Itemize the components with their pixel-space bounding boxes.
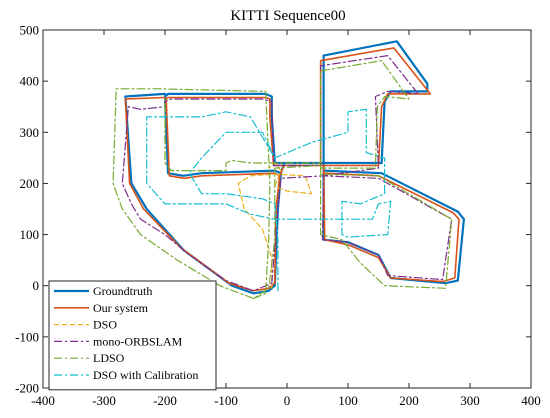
series-line-mono-orbslam — [121, 55, 453, 292]
legend-label: LDSO — [93, 351, 125, 365]
legend: Groundtruth Our system DSO mono-ORBSLAM LDSO… — [48, 280, 217, 391]
legend-box — [48, 280, 217, 391]
y-tick-label: 300 — [20, 125, 40, 140]
x-tick-label: -200 — [153, 393, 177, 408]
chart-title: KITTI Sequence00 — [230, 8, 345, 24]
y-tick-label: 400 — [20, 74, 40, 89]
y-tick-label: 500 — [20, 23, 40, 38]
x-tick-label: 400 — [521, 393, 541, 408]
series-line-dso-with-calibration — [146, 108, 392, 292]
legend-label: DSO — [93, 318, 117, 332]
y-tick-label: -200 — [15, 381, 39, 396]
x-tick-label: 100 — [338, 393, 358, 408]
x-tick-label: -400 — [31, 393, 55, 408]
series-line-ldso — [112, 60, 453, 300]
x-tick-label: -300 — [92, 393, 116, 408]
legend-label: DSO with Calibration — [93, 368, 198, 382]
legend-label: Groundtruth — [93, 284, 152, 298]
x-tick-label: -100 — [214, 393, 238, 408]
ticks-layer: -400 -300 -200 -100 0 100 200 300 400 -200 -100 0 10… — [15, 23, 541, 409]
y-tick-label: -100 — [15, 329, 39, 344]
series-line-dso — [237, 162, 312, 289]
series-layer — [112, 40, 465, 300]
y-tick-label: 0 — [33, 278, 40, 293]
legend-label: Our system — [93, 301, 149, 315]
x-tick-label: 300 — [460, 393, 480, 408]
x-tick-label: 200 — [399, 393, 419, 408]
legend-label: mono-ORBSLAM — [93, 334, 183, 348]
y-tick-label: 100 — [20, 227, 40, 242]
y-tick-label: 200 — [20, 176, 40, 191]
x-tick-label: 0 — [284, 393, 291, 408]
